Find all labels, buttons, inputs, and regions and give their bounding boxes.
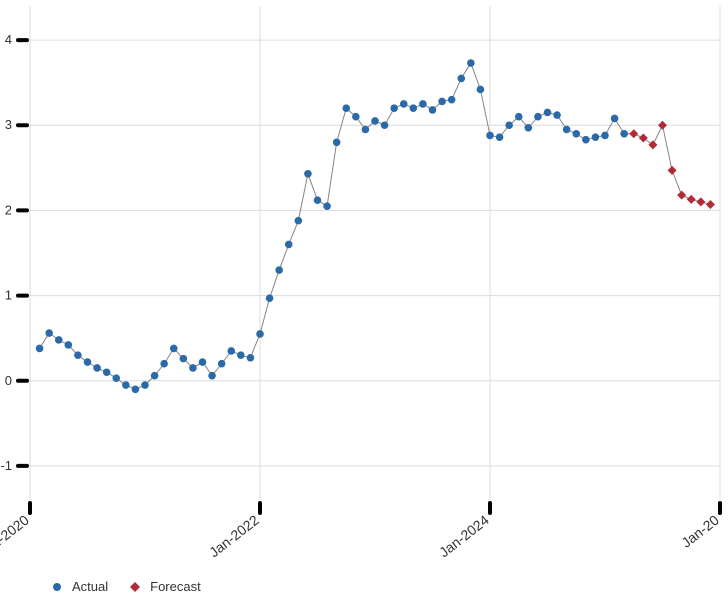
svg-text:3: 3 (5, 117, 12, 132)
svg-text:-1: -1 (0, 458, 12, 473)
chart-svg: -101234Jan-2020Jan-2022Jan-2024Jan-20 (0, 0, 728, 600)
legend-label: Actual (72, 579, 108, 594)
legend-item-forecast: Forecast (128, 579, 201, 594)
chart-container: -101234Jan-2020Jan-2022Jan-2024Jan-20 Ac… (0, 0, 728, 600)
legend-label: Forecast (150, 579, 201, 594)
legend-swatch-actual (50, 580, 64, 594)
legend-item-actual: Actual (50, 579, 108, 594)
legend-swatch-forecast (128, 580, 142, 594)
svg-text:4: 4 (5, 32, 12, 47)
legend: Actual Forecast (50, 579, 201, 594)
svg-text:0: 0 (5, 373, 12, 388)
svg-text:1: 1 (5, 288, 12, 303)
svg-text:2: 2 (5, 202, 12, 217)
